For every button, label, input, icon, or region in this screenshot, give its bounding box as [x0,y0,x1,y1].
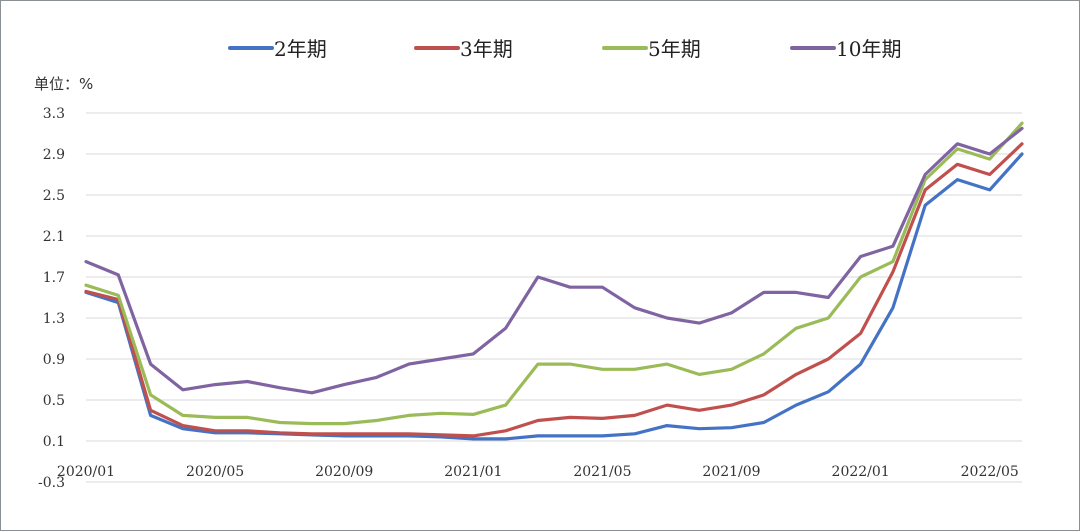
legend-item: 5年期 [602,37,701,61]
y-tick-label: 0.5 [43,393,65,409]
x-tick-label: 2022/05 [961,464,1019,480]
x-tick-label: 2021/01 [444,464,502,480]
y-axis-unit-label: 单位：% [34,75,93,93]
y-tick-label: -0.3 [38,475,65,491]
x-tick-label: 2020/09 [315,464,373,480]
legend-label: 3年期 [460,37,513,61]
y-tick-label: 2.5 [43,188,65,204]
legend-label: 2年期 [274,37,327,61]
grid-lines [86,112,1022,483]
y-tick-label: 1.3 [43,311,65,327]
x-tick-label: 2022/01 [832,464,890,480]
legend-label: 5年期 [648,37,701,61]
y-tick-label: 3.3 [43,106,65,122]
legend: 2年期 3年期 5年期 10年期 [228,37,901,61]
series-line-10年期 [84,126,1024,395]
series-lines [84,121,1024,441]
y-tick-label: 0.1 [43,434,65,450]
x-tick-label: 2020/01 [57,464,115,480]
legend-item: 2年期 [228,37,327,61]
legend-item: 10年期 [790,37,901,61]
x-tick-label: 2020/05 [186,464,244,480]
x-tick-label: 2021/05 [573,464,631,480]
y-tick-label: 1.7 [43,270,65,286]
series-line-5年期 [84,121,1024,426]
x-tick-label: 2021/09 [702,464,760,480]
legend-item: 3年期 [414,37,513,61]
x-axis-ticks: 2020/01 2020/05 2020/09 2021/01 2021/05 2021/… [57,464,1019,480]
series-line-2年期 [84,152,1024,441]
y-axis-ticks: 3.3 2.9 2.5 2.1 1.7 1.3 0.9 0.5 0.1 -0.3 [38,106,65,491]
y-tick-label: 2.1 [43,229,65,245]
legend-label: 10年期 [836,37,901,61]
series-line-3年期 [84,142,1024,438]
y-tick-label: 0.9 [43,352,65,368]
y-tick-label: 2.9 [43,147,65,163]
